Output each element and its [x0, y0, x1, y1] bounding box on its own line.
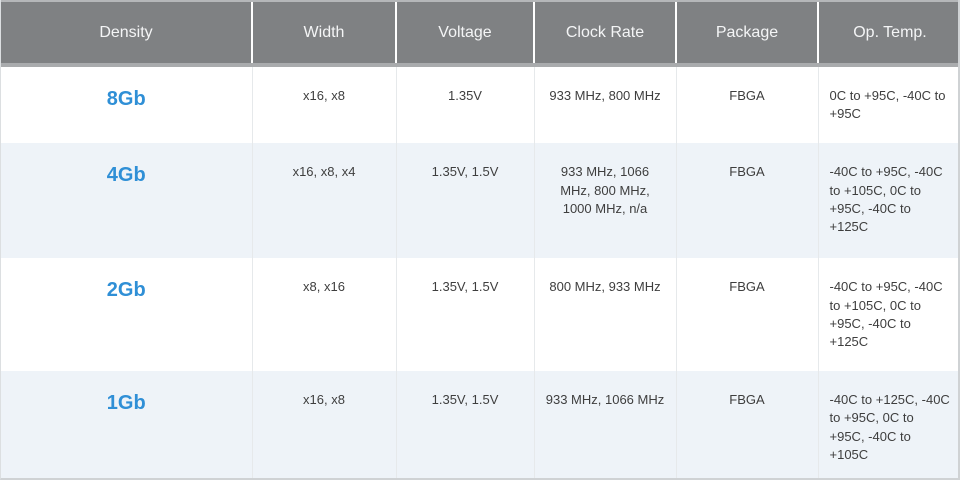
density-link[interactable]: 2Gb [106, 279, 146, 302]
table-row: 4Gb x16, x8, x4 1.35V, 1.5V 933 MHz, 106… [1, 143, 958, 259]
density-cell: 2Gb [1, 258, 252, 372]
package-cell: FBGA [675, 371, 818, 478]
voltage-cell: 1.35V [395, 65, 534, 144]
clock-rate-cell: 933 MHz, 1066 MHz [533, 371, 676, 478]
table-body: 8Gb x16, x8 1.35V 933 MHz, 800 MHz FBGA … [1, 65, 958, 478]
clock-rate-cell: 933 MHz, 1066 MHz, 800 MHz, 1000 MHz, n/… [533, 143, 676, 259]
table-row: 1Gb x16, x8 1.35V, 1.5V 933 MHz, 1066 MH… [1, 371, 958, 478]
op-temp-cell: 0C to +95C, -40C to +95C [817, 65, 958, 144]
density-cell: 1Gb [1, 371, 252, 478]
column-header-package: Package [675, 0, 818, 67]
header-row: Density Width Voltage Clock Rate Package… [1, 0, 958, 67]
width-cell: x16, x8 [251, 65, 396, 144]
table-row: 2Gb x8, x16 1.35V, 1.5V 800 MHz, 933 MHz… [1, 258, 958, 372]
density-cell: 8Gb [1, 65, 252, 144]
width-cell: x8, x16 [251, 258, 396, 372]
clock-rate-cell: 800 MHz, 933 MHz [533, 258, 676, 372]
voltage-cell: 1.35V, 1.5V [395, 258, 534, 372]
voltage-cell: 1.35V, 1.5V [395, 371, 534, 478]
table-row: 8Gb x16, x8 1.35V 933 MHz, 800 MHz FBGA … [1, 65, 958, 144]
density-link[interactable]: 8Gb [106, 88, 146, 110]
table-header: Density Width Voltage Clock Rate Package… [1, 0, 958, 67]
voltage-cell: 1.35V, 1.5V [395, 143, 534, 259]
density-link[interactable]: 1Gb [106, 392, 146, 415]
column-header-voltage: Voltage [395, 0, 534, 67]
package-cell: FBGA [675, 65, 818, 144]
width-cell: x16, x8 [251, 371, 396, 478]
width-cell: x16, x8, x4 [251, 143, 396, 259]
density-link[interactable]: 4Gb [106, 164, 146, 187]
package-cell: FBGA [675, 258, 818, 372]
clock-rate-cell: 933 MHz, 800 MHz [533, 65, 676, 144]
density-cell: 4Gb [1, 143, 252, 259]
column-header-clock-rate: Clock Rate [533, 0, 676, 67]
op-temp-cell: -40C to +125C, -40C to +95C, 0C to +95C,… [817, 371, 958, 478]
op-temp-cell: -40C to +95C, -40C to +105C, 0C to +95C,… [817, 258, 958, 372]
op-temp-cell: -40C to +95C, -40C to +105C, 0C to +95C,… [817, 143, 958, 259]
column-header-density: Density [1, 0, 252, 67]
package-cell: FBGA [675, 143, 818, 259]
column-header-width: Width [251, 0, 396, 67]
column-header-op-temp: Op. Temp. [817, 0, 958, 67]
